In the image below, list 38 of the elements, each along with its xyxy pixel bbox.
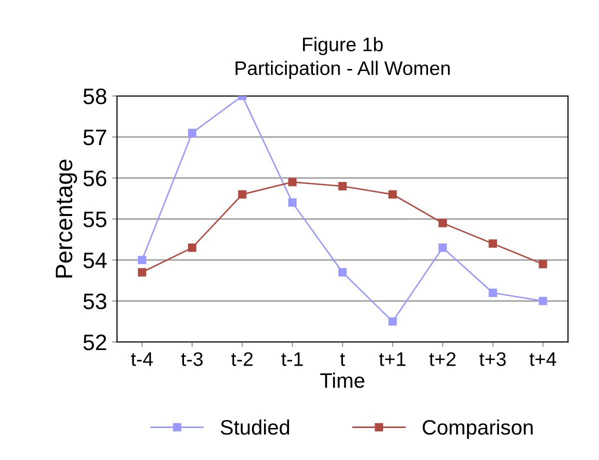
point: [388, 190, 397, 199]
x-tick-label: t-1: [281, 352, 303, 366]
x-axis-title: Time: [320, 372, 364, 388]
point: [188, 128, 196, 138]
x-tick-label: t-2: [231, 352, 253, 366]
point: [288, 178, 297, 186]
point: [138, 256, 146, 264]
point: [138, 268, 146, 276]
y-tick-label: 53: [83, 294, 106, 310]
legend-label: Studied: [220, 419, 290, 435]
x-tick-label: t: [340, 353, 346, 366]
y-tick-label: 58: [83, 88, 106, 104]
point: [438, 218, 447, 228]
point: [238, 190, 246, 199]
point: [388, 317, 397, 326]
point: [438, 244, 447, 252]
point: [488, 239, 497, 248]
legend-label: Comparison: [422, 419, 533, 439]
point: [338, 182, 347, 190]
point: [488, 288, 497, 297]
x-tick-label: t+1: [379, 352, 406, 366]
point: [338, 268, 347, 276]
y-tick-label: 56: [83, 170, 106, 186]
chart-title: Figure 1b Participation - All Women: [236, 37, 450, 79]
x-tick-label: t-3: [181, 352, 203, 366]
point: [288, 198, 297, 207]
y-tick-label: 57: [83, 130, 106, 146]
y-axis-title: Percentage: [56, 160, 78, 278]
x-tick-label: t+2: [429, 352, 456, 366]
x-tick-label: t+4: [529, 352, 556, 366]
y-tick-label: 55: [83, 212, 106, 228]
point: [538, 296, 548, 306]
x-tick-label: t+3: [479, 352, 506, 366]
point: [538, 260, 548, 268]
x-tick-label: t-4: [131, 352, 153, 366]
point: [188, 244, 196, 252]
y-tick-label: 54: [83, 252, 107, 268]
y-tick-label: 52: [83, 334, 106, 350]
